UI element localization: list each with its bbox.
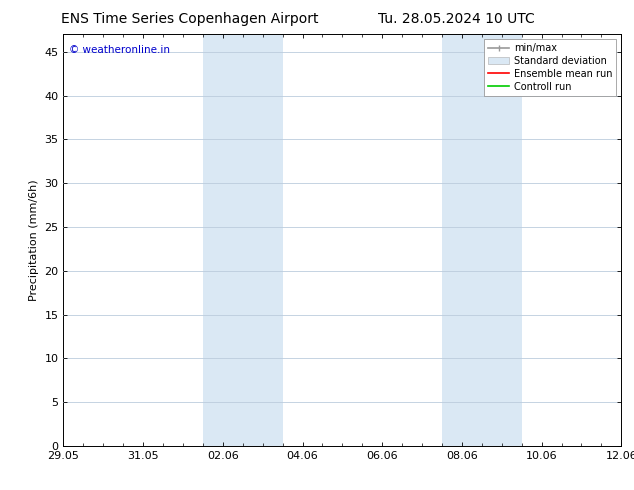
Bar [243,34,283,446]
Legend: min/max, Standard deviation, Ensemble mean run, Controll run: min/max, Standard deviation, Ensemble me… [484,39,616,96]
Bar [442,34,482,446]
Text: © weatheronline.in: © weatheronline.in [69,45,170,54]
Y-axis label: Precipitation (mm/6h): Precipitation (mm/6h) [29,179,39,301]
Bar [482,34,522,446]
Text: Tu. 28.05.2024 10 UTC: Tu. 28.05.2024 10 UTC [378,12,535,26]
Bar [203,34,243,446]
Text: ENS Time Series Copenhagen Airport: ENS Time Series Copenhagen Airport [61,12,319,26]
